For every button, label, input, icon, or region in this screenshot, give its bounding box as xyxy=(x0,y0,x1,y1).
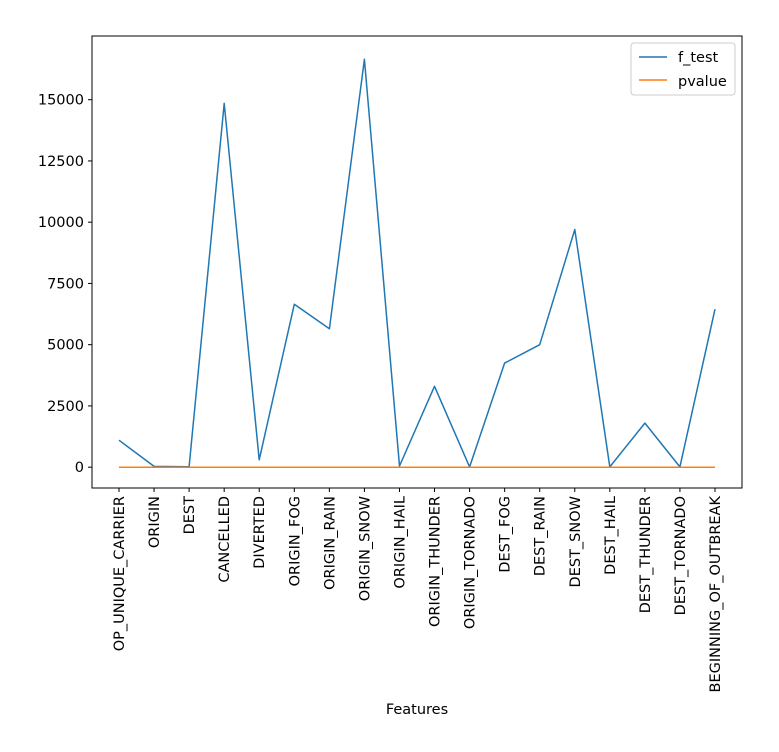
x-tick-label: ORIGIN_SNOW xyxy=(357,496,373,601)
legend-label-pvalue: pvalue xyxy=(678,74,727,90)
x-tick-label: CANCELLED xyxy=(217,496,233,583)
y-tick-label: 7500 xyxy=(47,276,84,292)
x-tick-label: DEST_TORNADO xyxy=(673,496,689,615)
x-tick-label: DEST_FOG xyxy=(498,496,514,573)
legend: f_test pvalue xyxy=(630,42,736,96)
x-tick-label: ORIGIN_THUNDER xyxy=(428,496,444,627)
x-tick-label: OP_UNIQUE_CARRIER xyxy=(112,496,128,651)
y-tick-label: 12500 xyxy=(38,154,84,170)
y-tick-label: 15000 xyxy=(38,93,84,109)
x-axis-title: Features xyxy=(386,702,448,718)
legend-label-f-test: f_test xyxy=(678,50,719,66)
series-line-f-test xyxy=(118,58,716,468)
x-tick-label: DIVERTED xyxy=(252,496,268,569)
legend-box xyxy=(630,42,736,96)
x-tick-label: DEST xyxy=(182,496,198,535)
x-tick-label: ORIGIN_FOG xyxy=(287,496,303,586)
x-tick-label: ORIGIN_TORNADO xyxy=(463,496,479,629)
x-axis: OP_UNIQUE_CARRIER ORIGIN DEST CANCELLED DIVE… xyxy=(112,488,724,692)
y-tick-label: 0 xyxy=(75,460,84,476)
x-tick-label: ORIGIN_HAIL xyxy=(392,496,408,589)
x-tick-label: DEST_THUNDER xyxy=(638,496,654,613)
plot-frame xyxy=(91,35,743,489)
x-tick-label: DEST_RAIN xyxy=(533,496,549,576)
x-tick-label: ORIGIN xyxy=(147,496,163,548)
y-axis: 0 2500 5000 7500 10000 12500 15000 xyxy=(38,93,92,476)
x-tick-label: BEGINNING_OF_OUTBREAK xyxy=(708,496,724,693)
y-tick-label: 5000 xyxy=(47,338,84,354)
y-tick-label: 10000 xyxy=(38,215,84,231)
x-tick-label: ORIGIN_RAIN xyxy=(322,496,338,590)
x-tick-label: DEST_HAIL xyxy=(603,496,619,575)
x-tick-label: DEST_SNOW xyxy=(568,496,584,587)
series-layer xyxy=(118,58,716,468)
y-tick-label: 2500 xyxy=(47,399,84,415)
